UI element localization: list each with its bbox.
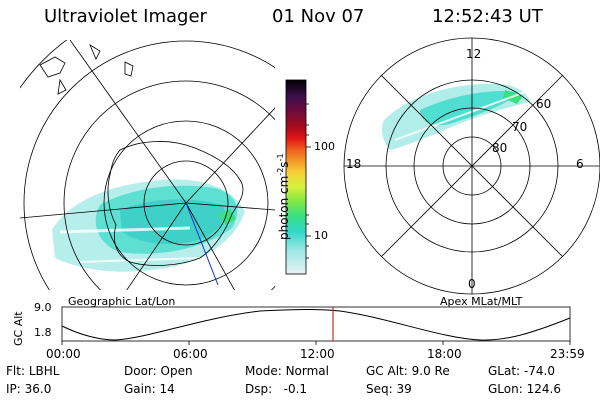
- altitude-plot: [61, 306, 571, 345]
- apex-lat-70: 70: [512, 120, 528, 134]
- apex-mlt-lines: [344, 38, 600, 294]
- geo-coastline: [107, 141, 244, 266]
- time-readout: 12:52:43 UT: [432, 6, 543, 27]
- altitude-ytick-top: 9.0: [34, 301, 52, 314]
- colorbar: [285, 79, 307, 275]
- apex-lat-60: 60: [536, 97, 552, 111]
- status-dsp: Dsp: -0.1: [245, 382, 308, 396]
- geo-satellite-track: [185, 202, 219, 286]
- status-mode: Mode: Normal: [245, 364, 329, 378]
- app-title: Ultraviolet Imager: [44, 6, 207, 27]
- colorbar-unit-label: photon cm-2s-1: [276, 153, 291, 240]
- geographic-map: [20, 40, 275, 290]
- apex-mlt-0: 0: [468, 277, 476, 291]
- altitude-xtick-3: 18:00: [427, 347, 462, 361]
- geo-latitude-rings: [20, 40, 275, 290]
- altitude-xtick-4: 23:59: [550, 347, 585, 361]
- apex-mlt-6: 6: [576, 157, 584, 171]
- apex-panel-label: Apex MLat/MLT: [440, 295, 523, 308]
- colorbar-tick-10: 10: [314, 229, 328, 242]
- altitude-curve: [61, 309, 571, 341]
- status-gain: Gain: 14: [124, 382, 175, 396]
- geo-meridians: [20, 40, 275, 290]
- apex-map: [343, 37, 600, 295]
- altitude-ytick-bottom: 1.8: [34, 326, 52, 339]
- apex-lat-80: 80: [492, 141, 508, 155]
- geographic-panel-label: Geographic Lat/Lon: [68, 295, 176, 308]
- status-flt: Flt: LBHL: [6, 364, 60, 378]
- apex-mlt-12: 12: [466, 47, 482, 61]
- status-glon: GLon: 124.6: [488, 382, 561, 396]
- altitude-xtick-2: 12:00: [300, 347, 335, 361]
- status-ip: IP: 36.0: [6, 382, 52, 396]
- date-readout: 01 Nov 07: [272, 6, 365, 27]
- apex-mlt-18: 18: [346, 157, 362, 171]
- geo-aurora-emission: [52, 179, 245, 272]
- colorbar-tick-100: 100: [314, 140, 335, 153]
- status-glat: GLat: -74.0: [488, 364, 555, 378]
- status-gc-alt: GC Alt: 9.0 Re: [366, 364, 450, 378]
- altitude-xtick-0: 00:00: [46, 347, 81, 361]
- altitude-xtick-1: 06:00: [173, 347, 208, 361]
- status-seq: Seq: 39: [366, 382, 412, 396]
- status-door: Door: Open: [124, 364, 193, 378]
- altitude-ylabel: GC Alt: [12, 311, 25, 346]
